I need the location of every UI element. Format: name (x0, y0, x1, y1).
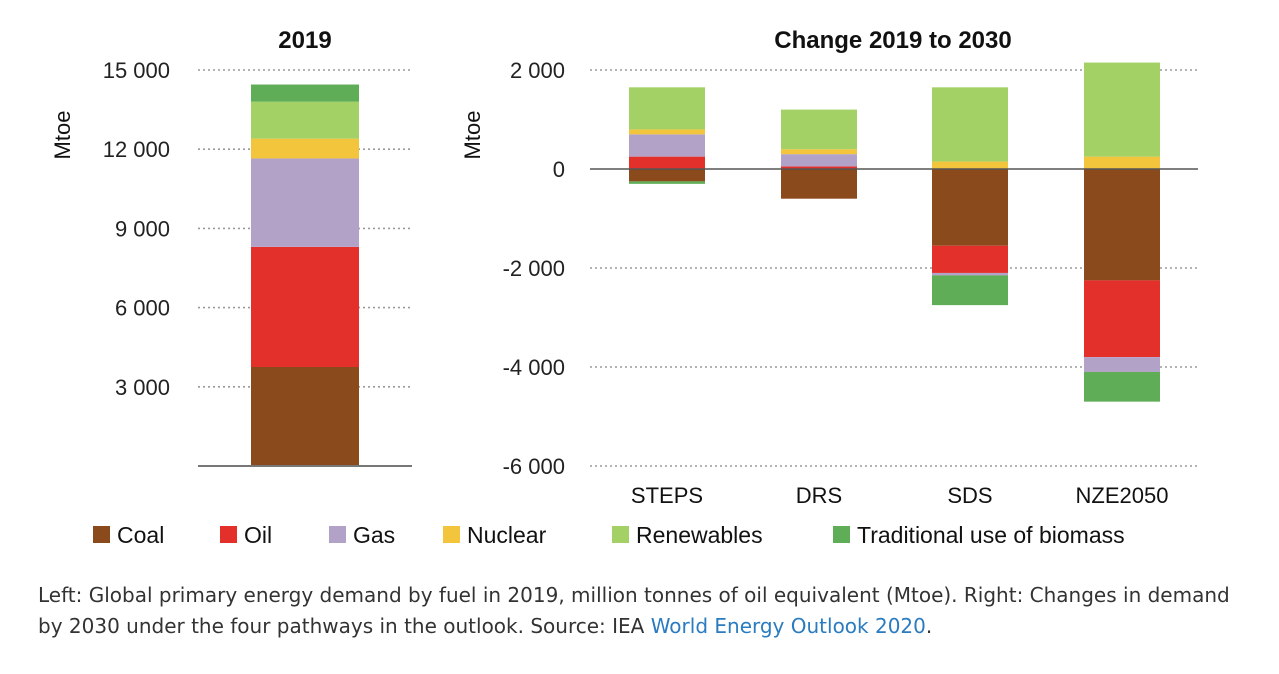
figure-caption: Left: Global primary energy demand by fu… (38, 580, 1248, 642)
caption-end: . (925, 614, 933, 638)
legend-label-oil: Oil (244, 522, 272, 548)
legend-swatch-coal (93, 526, 110, 543)
bar-2019-nuclear (251, 138, 359, 159)
bar-sds-renewables (932, 87, 1008, 162)
legend-swatch-traditional-use-of-biomass (833, 526, 850, 543)
y-tick-label: 9 000 (115, 216, 170, 241)
bar-drs-oil (781, 166, 857, 169)
legend-label-nuclear: Nuclear (467, 522, 547, 548)
bar-2019-coal (251, 367, 359, 466)
bar-2019-traditional-use-of-biomass (251, 84, 359, 102)
bar-steps-coal (629, 169, 705, 182)
y-tick-label: -6 000 (503, 454, 565, 479)
y-tick-label: 2 000 (510, 58, 565, 83)
bar-sds-gas (932, 272, 1008, 276)
legend-label-traditional-use-of-biomass: Traditional use of biomass (857, 522, 1125, 548)
caption-text: Left: Global primary energy demand by fu… (38, 583, 1230, 638)
bar-2019-oil (251, 246, 359, 367)
y-tick-label: 15 000 (103, 58, 170, 83)
x-tick-label: NZE2050 (1076, 483, 1169, 508)
bar-sds-oil (932, 245, 1008, 273)
legend: Coal Oil Gas Nuclear Renewables Traditional u… (93, 522, 1125, 548)
bar-2019-gas (251, 158, 359, 247)
legend-label-renewables: Renewables (636, 522, 763, 548)
chart-title: 2019 (278, 27, 331, 54)
legend-swatch-renewables (612, 526, 629, 543)
y-tick-label: 12 000 (103, 137, 170, 162)
source-link[interactable]: World Energy Outlook 2020 (650, 614, 926, 638)
bar-drs-renewables (781, 109, 857, 150)
chart-title: Change 2019 to 2030 (774, 27, 1011, 54)
y-tick-label: -4 000 (503, 355, 565, 380)
y-tick-label: 3 000 (115, 375, 170, 400)
y-axis-label: Mtoe (50, 111, 75, 160)
bar-steps-renewables (629, 87, 705, 130)
x-tick-label: SDS (947, 483, 992, 508)
y-axis-label: Mtoe (460, 111, 485, 160)
bar-nze2050-nuclear (1084, 156, 1160, 169)
chart-change-2019-2030: Change 2019 to 2030 Mtoe -6 000 -4 000 -2 00… (460, 27, 1198, 508)
bar-nze2050-coal (1084, 169, 1160, 281)
bar-steps-nuclear (629, 129, 705, 135)
chart-2019: 2019 Mtoe 3 000 6 000 9 000 12 000 15 000 (50, 27, 412, 467)
legend-label-gas: Gas (353, 522, 395, 548)
legend-swatch-oil (220, 526, 237, 543)
bar-nze2050-renewables (1084, 62, 1160, 157)
bar-nze2050-traditional-use-of-biomass (1084, 371, 1160, 402)
chart-figure: 2019 Mtoe 3 000 6 000 9 000 12 000 15 000 Chan… (50, 27, 1198, 548)
bar-sds-coal (932, 169, 1008, 246)
legend-swatch-gas (329, 526, 346, 543)
bar-sds-traditional-use-of-biomass (932, 275, 1008, 306)
bar-steps-gas (629, 134, 705, 157)
bar-drs-gas (781, 154, 857, 167)
legend-label-coal: Coal (117, 522, 164, 548)
bar-drs-coal (781, 169, 857, 199)
bar-nze2050-gas (1084, 357, 1160, 372)
bar-nze2050-oil (1084, 280, 1160, 358)
bar-steps-traditional-use-of-biomass (629, 181, 705, 184)
y-tick-label: 6 000 (115, 296, 170, 321)
x-tick-label: DRS (796, 483, 842, 508)
x-tick-label: STEPS (631, 483, 703, 508)
bar-2019-renewables (251, 101, 359, 139)
bar-sds-nuclear (932, 161, 1008, 169)
legend-swatch-nuclear (443, 526, 460, 543)
y-tick-label: 0 (553, 157, 565, 182)
y-tick-label: -2 000 (503, 256, 565, 281)
bar-drs-nuclear (781, 149, 857, 155)
bar-steps-oil (629, 156, 705, 169)
